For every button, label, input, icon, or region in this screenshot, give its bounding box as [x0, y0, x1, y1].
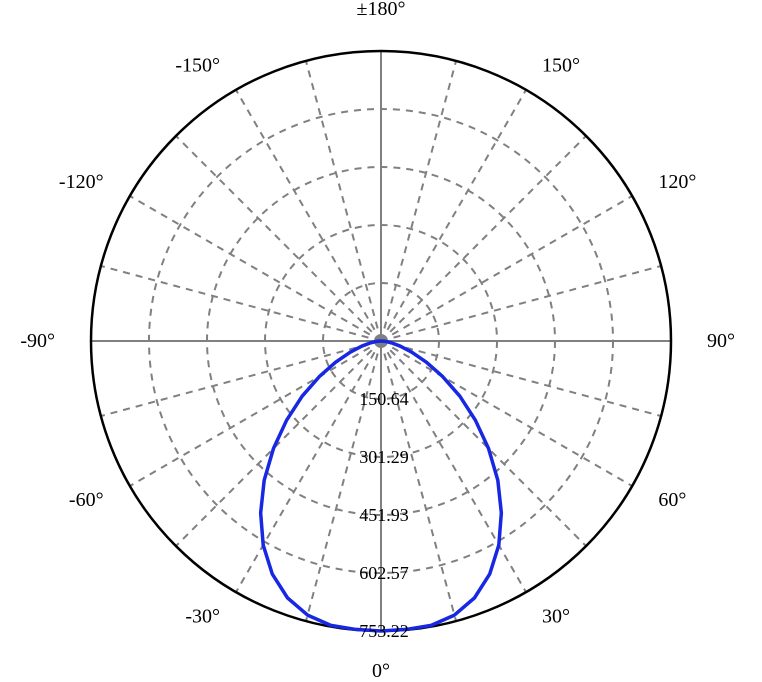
angle-label: 0° [372, 660, 390, 682]
radial-label: 753.22 [359, 621, 409, 641]
grid-spoke [381, 266, 661, 341]
grid-spoke [381, 61, 456, 341]
grid-spoke [381, 341, 586, 546]
grid-spoke [130, 196, 381, 341]
grid-spoke [306, 61, 381, 341]
grid-spoke [381, 196, 632, 341]
grid-spoke [130, 341, 381, 486]
grid-spoke [381, 90, 526, 341]
grid-spoke [381, 341, 661, 416]
angle-label: -60° [69, 489, 104, 511]
radial-labels: 150.64 301.29 451.93 602.57 753.22 [359, 389, 409, 641]
angle-label: 120° [658, 171, 696, 193]
radial-label: 602.57 [359, 563, 409, 583]
polar-chart: 150.64 301.29 451.93 602.57 753.22 ±180° -150… [0, 0, 762, 682]
angle-label: -90° [20, 330, 55, 352]
radial-label: 150.64 [359, 389, 409, 409]
grid-spoke [176, 136, 381, 341]
grid-spoke [101, 341, 381, 416]
angle-label: 150° [542, 55, 580, 77]
grid-spoke [101, 266, 381, 341]
grid-spoke [381, 136, 586, 341]
angle-label: 90° [707, 330, 735, 352]
angle-label: -30° [185, 605, 220, 627]
angle-label: 60° [658, 489, 686, 511]
grid-spoke [236, 90, 381, 341]
radial-label: 301.29 [359, 447, 409, 467]
grid-spoke [381, 341, 632, 486]
angle-label: -120° [59, 171, 104, 193]
angle-label: -150° [175, 55, 220, 77]
angle-label: ±180° [357, 0, 406, 20]
angle-label: 30° [542, 605, 570, 627]
radial-label: 451.93 [359, 505, 409, 525]
grid-spoke [176, 341, 381, 546]
